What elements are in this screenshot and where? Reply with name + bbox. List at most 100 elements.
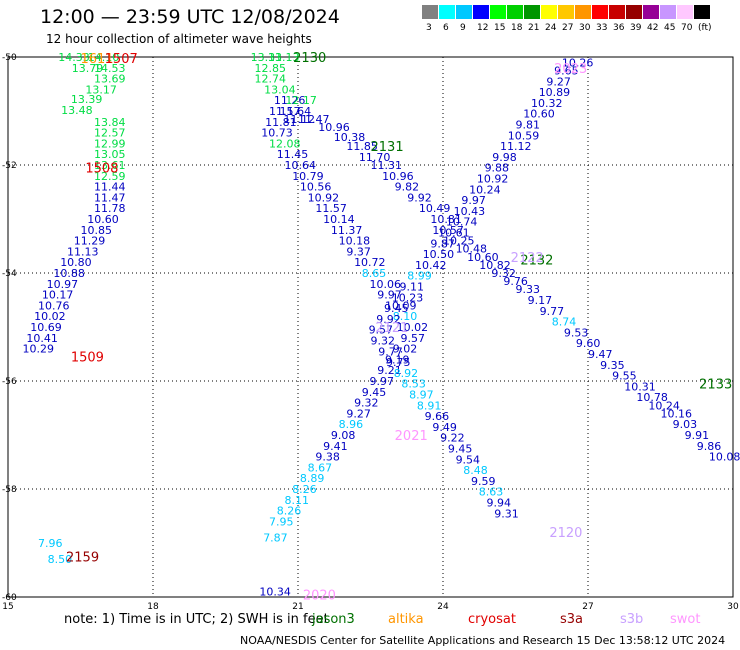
data-point-label: 9.91 xyxy=(685,429,710,442)
data-point-label: 9.35 xyxy=(600,359,625,372)
data-point-label: 7.95 xyxy=(269,515,294,528)
data-point-label: 10.32 xyxy=(531,97,563,110)
data-point-label: 8.97 xyxy=(409,389,434,402)
data-point-label: 10.02 xyxy=(397,321,429,334)
data-point-label: 10.41 xyxy=(26,332,58,345)
legend-swatch xyxy=(473,5,489,19)
legend-swatch xyxy=(422,5,438,19)
data-point-label: 9.33 xyxy=(516,283,541,296)
data-point-label: 10.89 xyxy=(539,86,571,99)
data-point-label: 8.48 xyxy=(463,464,488,477)
data-point-label: 11.78 xyxy=(94,202,126,215)
legend-label: 3 xyxy=(426,23,432,33)
track-label: 2020 xyxy=(303,588,336,603)
data-point-label: 9.54 xyxy=(456,453,481,466)
data-point-label: 10.34 xyxy=(259,586,291,599)
legend-label: 9 xyxy=(460,23,466,33)
data-point-label: 10.76 xyxy=(38,299,70,312)
data-point-label: 11.45 xyxy=(277,148,309,161)
data-point-label: 8.67 xyxy=(308,461,333,474)
track-label: 2120 xyxy=(549,526,582,541)
data-point-label: 13.05 xyxy=(94,148,126,161)
data-point-label: 11.81 xyxy=(265,116,297,129)
data-point-label: 9.41 xyxy=(323,440,348,453)
data-point-label: 10.48 xyxy=(456,243,488,256)
legend-swatch xyxy=(694,5,710,19)
track-label: 2130 xyxy=(293,51,326,66)
data-point-label: 11.47 xyxy=(298,113,330,126)
data-point-label: 8.50 xyxy=(48,553,72,566)
data-point-label: 9.53 xyxy=(564,326,589,339)
data-point-label: 12.08 xyxy=(269,137,301,150)
data-point-label: 9.57 xyxy=(400,332,425,345)
data-point-label: 9.19 xyxy=(385,353,410,366)
data-point-label: 11.85 xyxy=(346,140,378,153)
data-point-label: 9.82 xyxy=(395,181,420,194)
data-point-label: 8.91 xyxy=(417,399,442,412)
track-label: 2121 xyxy=(375,321,408,336)
y-tick-label: -52 xyxy=(2,161,17,171)
data-point-label: 9.32 xyxy=(354,397,379,410)
data-point-label: 11.64 xyxy=(280,105,312,118)
data-point-label: 13.61 xyxy=(94,159,126,172)
data-point-label: 7.96 xyxy=(38,537,63,550)
data-point-label: 9.11 xyxy=(400,281,425,294)
data-point-label: 9.21 xyxy=(377,364,402,377)
track-label: 2122 xyxy=(511,251,544,266)
track-label: 1507 xyxy=(105,52,138,67)
data-point-label: 11.57 xyxy=(269,105,301,118)
data-point-label: 10.69 xyxy=(30,321,62,334)
data-point-label: 9.86 xyxy=(697,440,722,453)
data-point-label: 9.22 xyxy=(440,432,465,445)
data-point-label: 14.33 xyxy=(58,51,89,64)
plot-frame xyxy=(7,56,734,598)
data-point-label: 9.94 xyxy=(487,497,512,510)
data-point-label: 10.50 xyxy=(423,248,455,261)
data-point-label: 8.26 xyxy=(277,505,302,518)
data-point-label: 9.47 xyxy=(588,348,613,361)
legend-swatch xyxy=(643,5,659,19)
data-point-label: 8.92 xyxy=(394,367,419,380)
data-point-label: 8.26 xyxy=(292,483,317,496)
data-point-label: 10.29 xyxy=(23,343,55,356)
data-point-label: 9.98 xyxy=(492,151,517,164)
x-tick-label: 30 xyxy=(727,602,739,612)
data-point-label: 10.72 xyxy=(354,256,386,269)
data-point-label: 9.60 xyxy=(576,337,601,350)
data-point-label: 10.74 xyxy=(446,216,478,229)
legend-label: 39 xyxy=(630,23,642,33)
satellite-label: s3b xyxy=(620,612,644,627)
data-point-label: 10.16 xyxy=(661,407,693,420)
data-point-label: 10.14 xyxy=(323,213,355,226)
data-point-label: 13.17 xyxy=(85,83,117,96)
data-point-label: 13.39 xyxy=(71,93,103,106)
data-point-label: 9.27 xyxy=(346,407,371,420)
footer-credit: NOAA/NESDIS Center for Satellite Applica… xyxy=(240,634,726,647)
satellite-label: cryosat xyxy=(468,612,516,627)
legend-label: 70 xyxy=(681,23,693,33)
data-point-label: 9.87 xyxy=(430,237,455,250)
data-point-label: 10.81 xyxy=(430,213,462,226)
legend-label: 15 xyxy=(494,23,506,33)
x-tick-label: 27 xyxy=(582,602,593,612)
legend-swatch xyxy=(677,5,693,19)
data-point-label: 9.81 xyxy=(516,119,541,132)
data-point-label: 10.09 xyxy=(385,299,417,312)
page-title: 12:00 — 23:59 UTC 12/08/2024 xyxy=(40,6,340,28)
data-point-label: 9.49 xyxy=(432,421,457,434)
data-point-label: 9.97 xyxy=(377,289,402,302)
data-point-label: 9.92 xyxy=(376,313,401,326)
data-point-label: 9.08 xyxy=(331,429,356,442)
data-point-label: 12.74 xyxy=(255,73,287,86)
y-tick-label: -56 xyxy=(2,377,17,387)
data-point-label: 9.17 xyxy=(528,294,553,307)
legend-label: 24 xyxy=(545,23,557,33)
track-label: 2159 xyxy=(66,551,99,566)
legend-swatch xyxy=(456,5,472,19)
data-point-label: 12.85 xyxy=(255,62,287,75)
data-point-label: 9.77 xyxy=(540,305,565,318)
data-point-label: 9.92 xyxy=(407,191,432,204)
y-tick-label: -58 xyxy=(2,485,17,495)
legend-label: 36 xyxy=(613,23,625,33)
